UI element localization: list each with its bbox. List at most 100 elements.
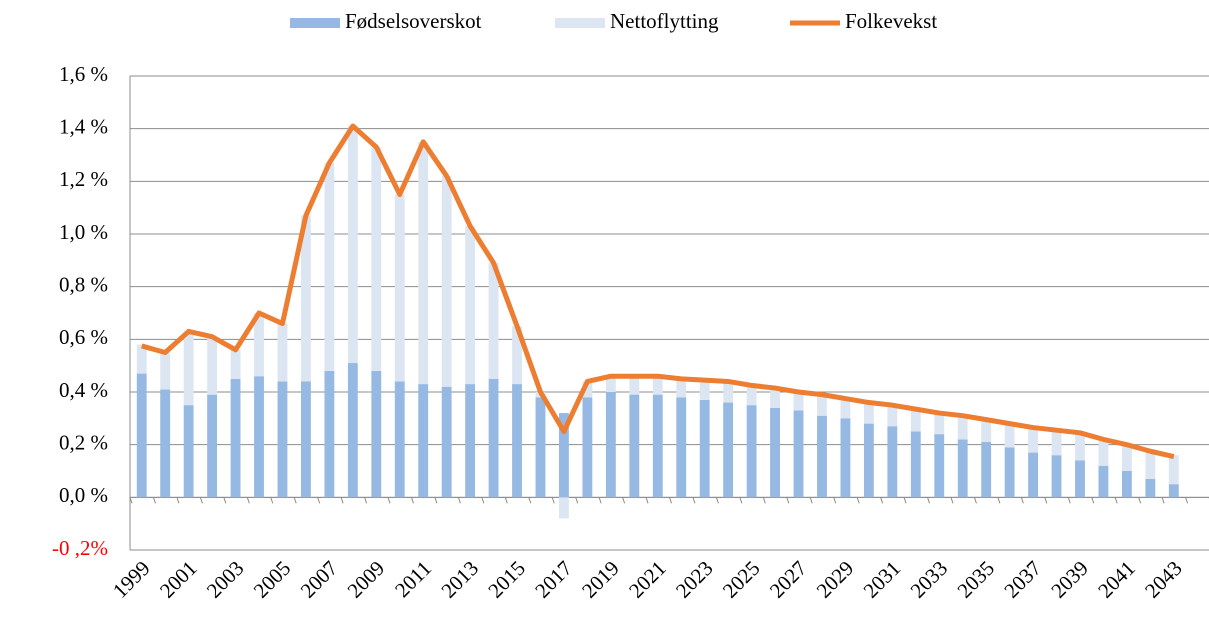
bar [1121, 471, 1132, 498]
x-tick-label: 2037 [999, 556, 1046, 603]
x-tick [1138, 497, 1142, 504]
x-tick [528, 497, 532, 504]
bar [488, 262, 499, 379]
x-tick-label: 2025 [718, 556, 765, 603]
legend-label: Fødselsoverskot [345, 9, 482, 33]
x-tick-label: 2019 [577, 556, 624, 603]
x-tick-label: 2039 [1046, 556, 1093, 603]
bar [1075, 460, 1085, 498]
x-tick-label: 2003 [202, 556, 249, 603]
x-tick [997, 497, 1001, 504]
bar [230, 349, 241, 379]
x-tick [622, 497, 626, 504]
bar [863, 402, 874, 424]
bar [347, 126, 358, 364]
bar [300, 381, 311, 498]
x-tick [387, 497, 391, 504]
bar [277, 381, 288, 498]
bar [957, 439, 968, 498]
bar [441, 176, 452, 387]
x-tick [762, 497, 766, 504]
bar [394, 194, 405, 382]
bar [160, 389, 171, 498]
bar [629, 394, 640, 498]
bar [559, 497, 569, 519]
x-tick [270, 497, 274, 504]
bar [136, 344, 147, 374]
bar [934, 413, 945, 435]
x-tick [223, 497, 227, 504]
bar [981, 442, 992, 498]
x-tick [903, 497, 907, 504]
bar [371, 370, 382, 498]
bar [981, 418, 992, 443]
bar [183, 405, 194, 498]
bar [183, 331, 194, 406]
bar [300, 215, 311, 382]
x-tick [1067, 497, 1071, 504]
x-tick-label: 2013 [436, 556, 483, 603]
y-tick-label: 1,6 % [59, 62, 108, 86]
x-tick [598, 497, 602, 504]
x-tick [715, 497, 719, 504]
bar [371, 147, 382, 371]
bar [535, 397, 546, 498]
x-tick [856, 497, 860, 504]
bar [559, 413, 569, 498]
x-tick [645, 497, 649, 504]
bar [488, 378, 499, 498]
x-tick [669, 497, 672, 504]
x-tick [199, 497, 203, 504]
bar [160, 352, 171, 390]
legend-label: Nettoflytting [610, 9, 719, 33]
bar [676, 397, 687, 498]
x-tick-label: 2001 [155, 556, 202, 603]
bar [465, 384, 476, 498]
bar [324, 162, 335, 371]
bar [254, 376, 264, 498]
bar [207, 394, 218, 498]
bar [1098, 465, 1109, 498]
y-tick-label: -0 ,2% [52, 536, 108, 560]
bar [1075, 431, 1085, 461]
bar [934, 434, 945, 498]
x-tick [1185, 497, 1189, 504]
legend-swatch [555, 18, 605, 28]
bar [1051, 455, 1062, 498]
x-tick [434, 497, 438, 504]
x-tick [481, 497, 485, 504]
x-tick [575, 497, 579, 504]
x-tick [152, 497, 156, 504]
x-tick [246, 497, 250, 504]
x-tick-label: 2011 [390, 556, 436, 602]
bar [1004, 423, 1015, 448]
bar [770, 386, 780, 408]
x-tick [457, 497, 461, 504]
bar [770, 407, 780, 498]
x-tick [1044, 497, 1048, 504]
x-tick [786, 497, 790, 504]
bar [418, 384, 429, 498]
x-tick [927, 497, 930, 504]
bar [723, 381, 734, 403]
bar [324, 370, 335, 498]
x-tick [1091, 497, 1095, 504]
bar [840, 397, 851, 419]
x-tick-label: 2035 [952, 556, 999, 603]
bar [347, 363, 358, 498]
bar [441, 386, 452, 498]
legend-label: Folkevekst [845, 9, 937, 33]
bar [746, 384, 757, 406]
bar [699, 378, 710, 400]
bar [746, 405, 757, 498]
bar [699, 399, 710, 498]
bar [1168, 455, 1179, 485]
legend-swatch [290, 18, 340, 28]
bar [394, 381, 405, 498]
x-tick-label: 2029 [812, 556, 859, 603]
bar [723, 402, 734, 498]
x-tick-label: 2017 [530, 556, 577, 603]
bar [1121, 444, 1132, 471]
x-tick-label: 2007 [296, 556, 343, 603]
